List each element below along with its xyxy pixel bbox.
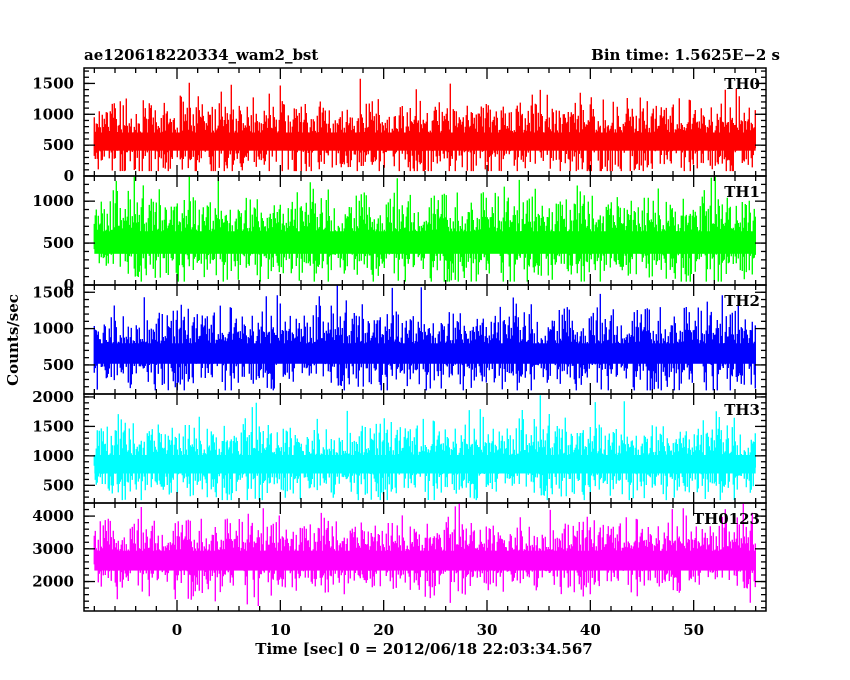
y-axis-label: Counts/sec — [4, 294, 22, 386]
series-band-th3 — [94, 454, 756, 474]
series-line-th2 — [93, 285, 756, 391]
y-tick-label: 1500 — [32, 74, 74, 92]
series-label-th3: TH3 — [724, 401, 760, 419]
series-band-th2 — [94, 343, 756, 364]
panel-th0123: 2000 3000 4000 TH0123 — [32, 502, 767, 612]
series-band-th0 — [94, 132, 756, 151]
y-tick-label: 500 — [43, 234, 74, 252]
x-tick-label: 40 — [580, 621, 601, 639]
y-tick-label: 1000 — [32, 192, 74, 210]
series-band-th0123 — [94, 550, 756, 571]
x-tick-label: 30 — [477, 621, 498, 639]
y-tick-label: 1500 — [32, 417, 74, 435]
y-tick-label: 1000 — [32, 447, 74, 465]
x-axis-label: Time [sec] 0 = 2012/06/18 22:03:34.567 — [255, 640, 592, 658]
y-tick-label: 3000 — [32, 540, 74, 558]
y-tick-label: 1500 — [32, 283, 74, 301]
series-line-th0 — [93, 78, 756, 172]
y-tick-label: 1000 — [32, 320, 74, 338]
series-line-th3 — [93, 395, 756, 501]
y-tick-label: 500 — [43, 136, 74, 154]
x-tick-label: 50 — [683, 621, 704, 639]
y-tick-label: 0 — [64, 276, 74, 294]
series-line-th1 — [93, 176, 756, 282]
panel-th2: 500 1000 1500 TH2 — [32, 283, 767, 395]
series-label-th2: TH2 — [724, 292, 760, 310]
panel-th0: 0 500 1000 1500 TH0 — [32, 67, 767, 185]
series-band-th1 — [94, 231, 756, 254]
y-tick-label: 500 — [43, 476, 74, 494]
series-label-th1: TH1 — [724, 183, 760, 201]
y-tick-label: 500 — [43, 356, 74, 374]
x-tick-label: 0 — [172, 621, 182, 639]
y-tick-label: 2000 — [32, 573, 74, 591]
y-tick-label: 0 — [64, 167, 74, 185]
chart-title: ae120618220334_wam2_bst — [84, 46, 318, 64]
x-tick-label: 10 — [270, 621, 291, 639]
panel-th1: 0 500 1000 TH1 — [32, 175, 767, 294]
series-label-th0: TH0 — [724, 75, 760, 93]
y-tick-label: 2000 — [32, 388, 74, 406]
series-label-th0123: TH0123 — [693, 510, 760, 528]
x-tick-label: 20 — [373, 621, 394, 639]
panel-th3: 500 1000 1500 2000 TH3 — [32, 388, 767, 504]
y-tick-label: 4000 — [32, 507, 74, 525]
y-tick-label: 1000 — [32, 105, 74, 123]
bin-time-label: Bin time: 1.5625E−2 s — [591, 46, 780, 64]
